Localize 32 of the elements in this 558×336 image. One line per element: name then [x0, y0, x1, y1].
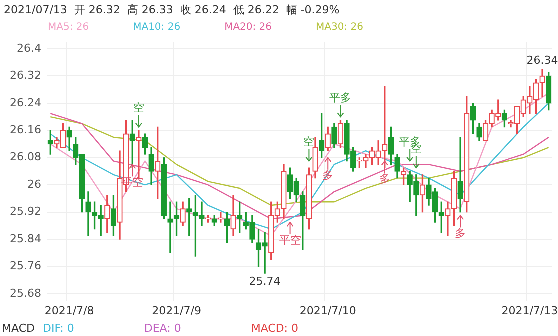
text: MACD [2, 322, 35, 335]
y-tick-label: 26.32 [10, 69, 42, 82]
y-tick-label: 25.68 [10, 286, 42, 300]
text: DIF: 0 [42, 322, 74, 335]
annotation: 空 [133, 102, 144, 115]
y-tick-label: 25.84 [10, 232, 42, 246]
x-tick-label: 2021/7/10 [300, 304, 356, 318]
y-tick-label: 26.24 [10, 96, 42, 110]
text: MA30: 26 [316, 22, 364, 33]
annotation: 26.34 [526, 54, 558, 67]
x-tick-label: 2021/7/9 [152, 304, 202, 318]
candlestick [458, 137, 464, 213]
annotation: 平多 [330, 91, 352, 104]
x-tick-label: 2021/7/13 [502, 304, 558, 318]
text: MA10: 26 [133, 22, 181, 33]
y-tick-label: 26.08 [10, 150, 42, 164]
text: MA20: 26 [224, 22, 272, 33]
y-tick-label: 25.76 [10, 260, 42, 273]
text: MACD: 0 [251, 322, 299, 335]
chart-title: 2021/07/13 开 26.32 高 26.33 收 26.24 低 26.22 幅 -0.29% [4, 3, 340, 16]
y-tick-label: 26 [27, 178, 42, 191]
x-tick-label: 2021/7/8 [44, 304, 94, 318]
y-tick-label: 26.4 [16, 42, 42, 55]
y-tick-label: 25.92 [10, 205, 42, 218]
annotation: 多 [455, 227, 466, 240]
annotation: 平空 [279, 234, 302, 247]
text: MA5: 26 [48, 22, 90, 33]
candlestick [445, 202, 451, 236]
annotation: 空 [304, 136, 315, 149]
annotation: 25.74 [249, 274, 281, 288]
y-tick-label: 26.16 [10, 124, 42, 137]
text: DEA: 0 [144, 322, 182, 335]
